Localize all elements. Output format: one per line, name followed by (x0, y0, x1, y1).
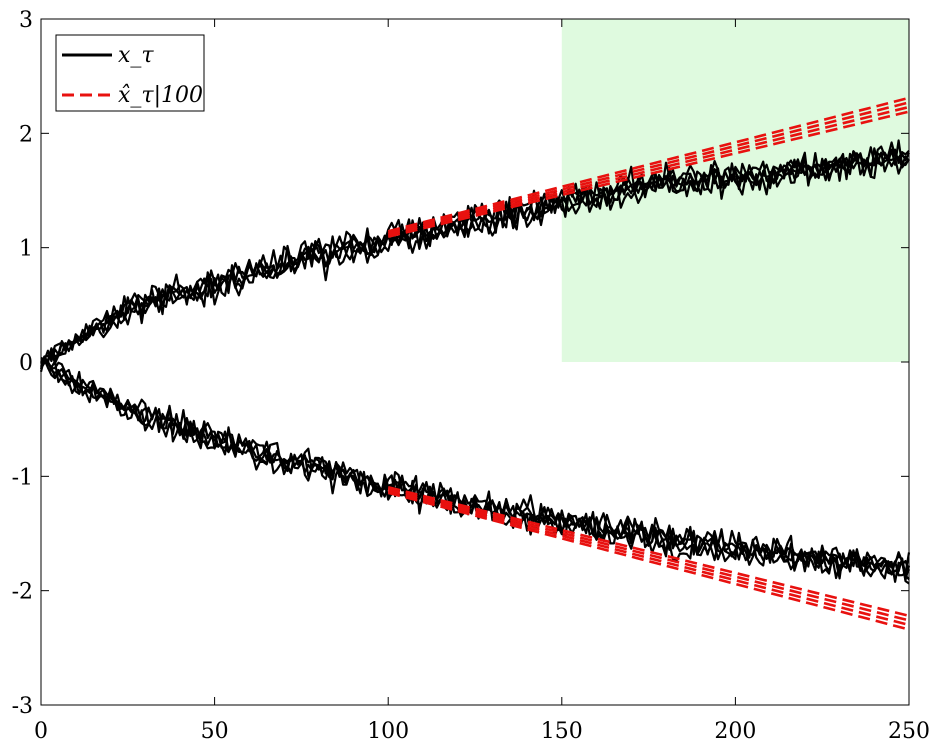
x-tick-label-50: 50 (201, 719, 229, 744)
legend: x_τ x̂_τ|100 (55, 34, 205, 112)
y-tick-label-1: 1 (19, 237, 33, 262)
trajectory-lower-4 (40, 355, 910, 581)
x-tick-label-150: 150 (541, 719, 583, 744)
legend-label-prediction: x̂_τ|100 (118, 83, 203, 108)
x-tick-label-0: 0 (34, 719, 48, 744)
trajectory-upper-5 (40, 148, 910, 365)
x-tick-label-200: 200 (714, 719, 756, 744)
trajectory-lower-5 (40, 358, 911, 580)
y-tick-label-3: 3 (19, 8, 33, 33)
x-tick-label-100: 100 (367, 719, 409, 744)
y-tick-label-0: 0 (19, 351, 33, 376)
y-tick-label--1: -1 (12, 465, 33, 490)
y-tick-label--3: -3 (12, 694, 33, 719)
y-tick-label--2: -2 (12, 580, 33, 605)
y-tick-label-2: 2 (19, 122, 33, 147)
legend-box (55, 34, 205, 112)
x-tick-label-250: 250 (888, 719, 930, 744)
legend-label-trajectory: x_τ (118, 43, 154, 68)
